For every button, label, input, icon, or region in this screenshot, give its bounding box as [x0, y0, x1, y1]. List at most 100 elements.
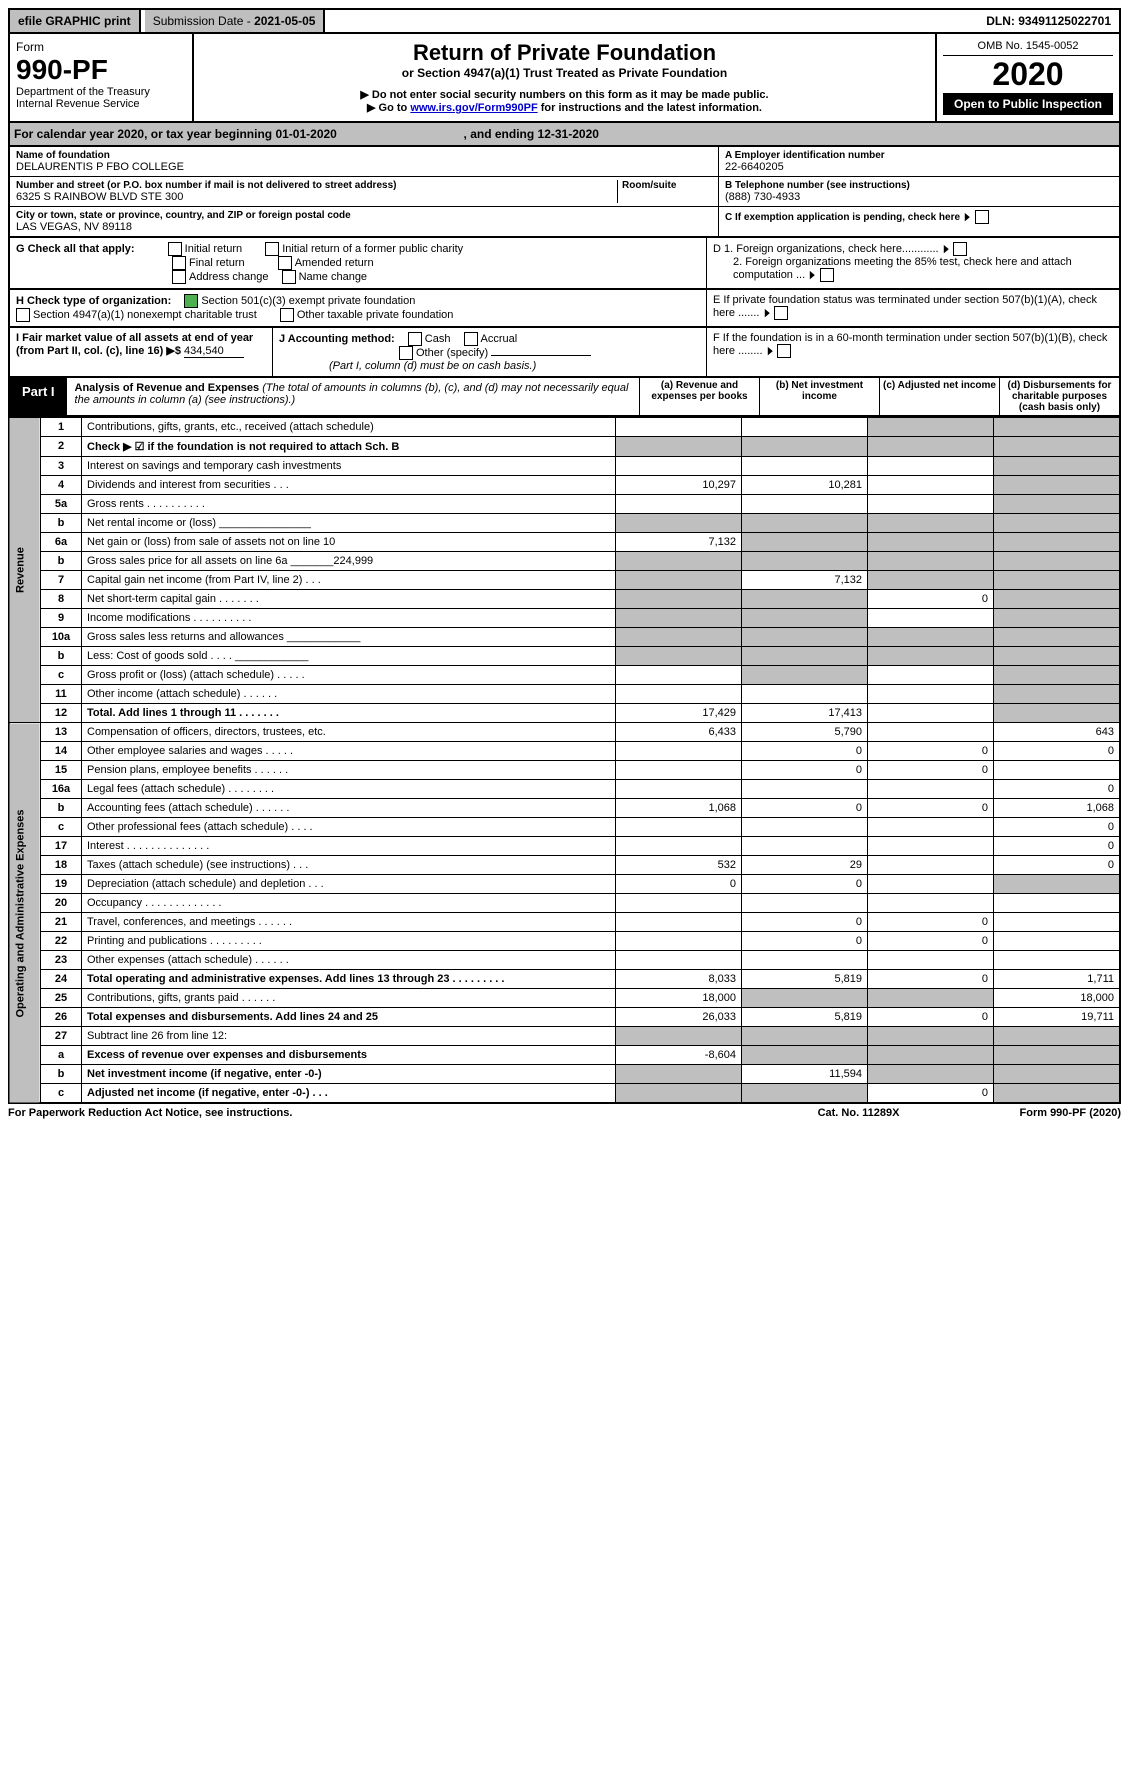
note-2: ▶ Go to www.irs.gov/Form990PF for instru…: [200, 101, 929, 114]
paperwork-notice: For Paperwork Reduction Act Notice, see …: [8, 1107, 292, 1119]
i-value: 434,540: [184, 345, 244, 358]
line-27: 27Subtract line 26 from line 12:: [9, 1027, 1120, 1046]
g-initial-checkbox[interactable]: [168, 242, 182, 256]
c-checkbox[interactable]: [975, 210, 989, 224]
line-8: 8Net short-term capital gain . . . . . .…: [9, 590, 1120, 609]
line-14: 14Other employee salaries and wages . . …: [9, 742, 1120, 761]
phone-label: B Telephone number (see instructions): [725, 180, 1113, 191]
g-amended-checkbox[interactable]: [278, 256, 292, 270]
entity-block: Name of foundationDELAURENTIS P FBO COLL…: [8, 147, 1121, 238]
form-header: Form 990-PF Department of the Treasury I…: [8, 34, 1121, 123]
section-g: G Check all that apply: Initial return I…: [8, 238, 1121, 290]
col-d-hdr: (d) Disbursements for charitable purpose…: [999, 378, 1119, 415]
irs: Internal Revenue Service: [16, 98, 186, 110]
cat-no: Cat. No. 11289X: [818, 1107, 900, 1119]
j-note: (Part I, column (d) must be on cash basi…: [329, 360, 536, 372]
line-11: 11Other income (attach schedule) . . . .…: [9, 685, 1120, 704]
name-label: Name of foundation: [16, 150, 712, 161]
line-1: Revenue1Contributions, gifts, grants, et…: [9, 418, 1120, 437]
line-b: bNet rental income or (loss) ___________…: [9, 514, 1120, 533]
d2-label: 2. Foreign organizations meeting the 85%…: [733, 256, 1072, 281]
addr-label: Number and street (or P.O. box number if…: [16, 180, 617, 191]
g-name-checkbox[interactable]: [282, 270, 296, 284]
section-ij: I Fair market value of all assets at end…: [8, 328, 1121, 378]
phone: (888) 730-4933: [725, 191, 1113, 203]
line-20: 20Occupancy . . . . . . . . . . . . .: [9, 894, 1120, 913]
footer: For Paperwork Reduction Act Notice, see …: [8, 1104, 1121, 1119]
part1-header: Part I Analysis of Revenue and Expenses …: [8, 378, 1121, 417]
g-initial-former-checkbox[interactable]: [265, 242, 279, 256]
form-link[interactable]: www.irs.gov/Form990PF: [410, 102, 537, 114]
line-7: 7Capital gain net income (from Part IV, …: [9, 571, 1120, 590]
form-label: Form: [16, 40, 186, 54]
omb: OMB No. 1545-0052: [943, 40, 1113, 56]
calendar-row: For calendar year 2020, or tax year begi…: [8, 123, 1121, 147]
line-3: 3Interest on savings and temporary cash …: [9, 457, 1120, 476]
j-accrual-checkbox[interactable]: [464, 332, 478, 346]
city: LAS VEGAS, NV 89118: [16, 221, 712, 233]
address: 6325 S RAINBOW BLVD STE 300: [16, 191, 617, 203]
line-26: 26Total expenses and disbursements. Add …: [9, 1008, 1120, 1027]
form-subtitle: or Section 4947(a)(1) Trust Treated as P…: [200, 66, 929, 80]
line-c: cAdjusted net income (if negative, enter…: [9, 1084, 1120, 1104]
line-4: 4Dividends and interest from securities …: [9, 476, 1120, 495]
j-cash-checkbox[interactable]: [408, 332, 422, 346]
line-24: 24Total operating and administrative exp…: [9, 970, 1120, 989]
part1-title: Analysis of Revenue and Expenses: [75, 382, 260, 394]
line-9: 9Income modifications . . . . . . . . . …: [9, 609, 1120, 628]
e-checkbox[interactable]: [774, 306, 788, 320]
g-label: G Check all that apply:: [16, 243, 135, 255]
h-4947-checkbox[interactable]: [16, 308, 30, 322]
h-501c3-checkbox[interactable]: [184, 294, 198, 308]
c-label: C If exemption application is pending, c…: [725, 212, 960, 223]
col-c-hdr: (c) Adjusted net income: [879, 378, 999, 415]
line-a: aExcess of revenue over expenses and dis…: [9, 1046, 1120, 1065]
j-label: J Accounting method:: [279, 333, 395, 345]
submission-date: Submission Date - 2021-05-05: [145, 10, 326, 32]
line-13: Operating and Administrative Expenses13C…: [9, 723, 1120, 742]
line-6a: 6aNet gain or (loss) from sale of assets…: [9, 533, 1120, 552]
h-other-checkbox[interactable]: [280, 308, 294, 322]
room-label: Room/suite: [617, 180, 712, 203]
efile-print-button[interactable]: efile GRAPHIC print: [10, 10, 141, 32]
ein: 22-6640205: [725, 161, 1113, 173]
j-other-checkbox[interactable]: [399, 346, 413, 360]
g-address-checkbox[interactable]: [172, 270, 186, 284]
col-b-hdr: (b) Net investment income: [759, 378, 879, 415]
d1-checkbox[interactable]: [953, 242, 967, 256]
dln: DLN: 93491125022701: [978, 10, 1119, 32]
line-15: 15Pension plans, employee benefits . . .…: [9, 761, 1120, 780]
line-c: cGross profit or (loss) (attach schedule…: [9, 666, 1120, 685]
city-label: City or town, state or province, country…: [16, 210, 712, 221]
d2-checkbox[interactable]: [820, 268, 834, 282]
note-1: ▶ Do not enter social security numbers o…: [200, 88, 929, 101]
e-label: E If private foundation status was termi…: [713, 294, 1097, 319]
revenue-label: Revenue: [9, 418, 41, 723]
line-b: bAccounting fees (attach schedule) . . .…: [9, 799, 1120, 818]
form-ref: Form 990-PF (2020): [1020, 1107, 1122, 1119]
line-17: 17Interest . . . . . . . . . . . . . .0: [9, 837, 1120, 856]
col-a-hdr: (a) Revenue and expenses per books: [639, 378, 759, 415]
dept: Department of the Treasury: [16, 86, 186, 98]
form-number: 990-PF: [16, 54, 186, 86]
part1-table: Revenue1Contributions, gifts, grants, et…: [8, 417, 1121, 1104]
line-25: 25Contributions, gifts, grants paid . . …: [9, 989, 1120, 1008]
topbar: efile GRAPHIC print Submission Date - 20…: [8, 8, 1121, 34]
line-b: bGross sales price for all assets on lin…: [9, 552, 1120, 571]
g-final-checkbox[interactable]: [172, 256, 186, 270]
line-12: 12Total. Add lines 1 through 11 . . . . …: [9, 704, 1120, 723]
line-10a: 10aGross sales less returns and allowanc…: [9, 628, 1120, 647]
f-checkbox[interactable]: [777, 344, 791, 358]
line-16a: 16aLegal fees (attach schedule) . . . . …: [9, 780, 1120, 799]
line-23: 23Other expenses (attach schedule) . . .…: [9, 951, 1120, 970]
line-c: cOther professional fees (attach schedul…: [9, 818, 1120, 837]
foundation-name: DELAURENTIS P FBO COLLEGE: [16, 161, 712, 173]
line-22: 22Printing and publications . . . . . . …: [9, 932, 1120, 951]
part1-tab: Part I: [10, 378, 67, 415]
form-title: Return of Private Foundation: [200, 40, 929, 66]
tax-year: 2020: [943, 56, 1113, 93]
line-19: 19Depreciation (attach schedule) and dep…: [9, 875, 1120, 894]
line-2: 2Check ▶ ☑ if the foundation is not requ…: [9, 437, 1120, 457]
d1-label: D 1. Foreign organizations, check here..…: [713, 243, 939, 255]
ein-label: A Employer identification number: [725, 150, 1113, 161]
